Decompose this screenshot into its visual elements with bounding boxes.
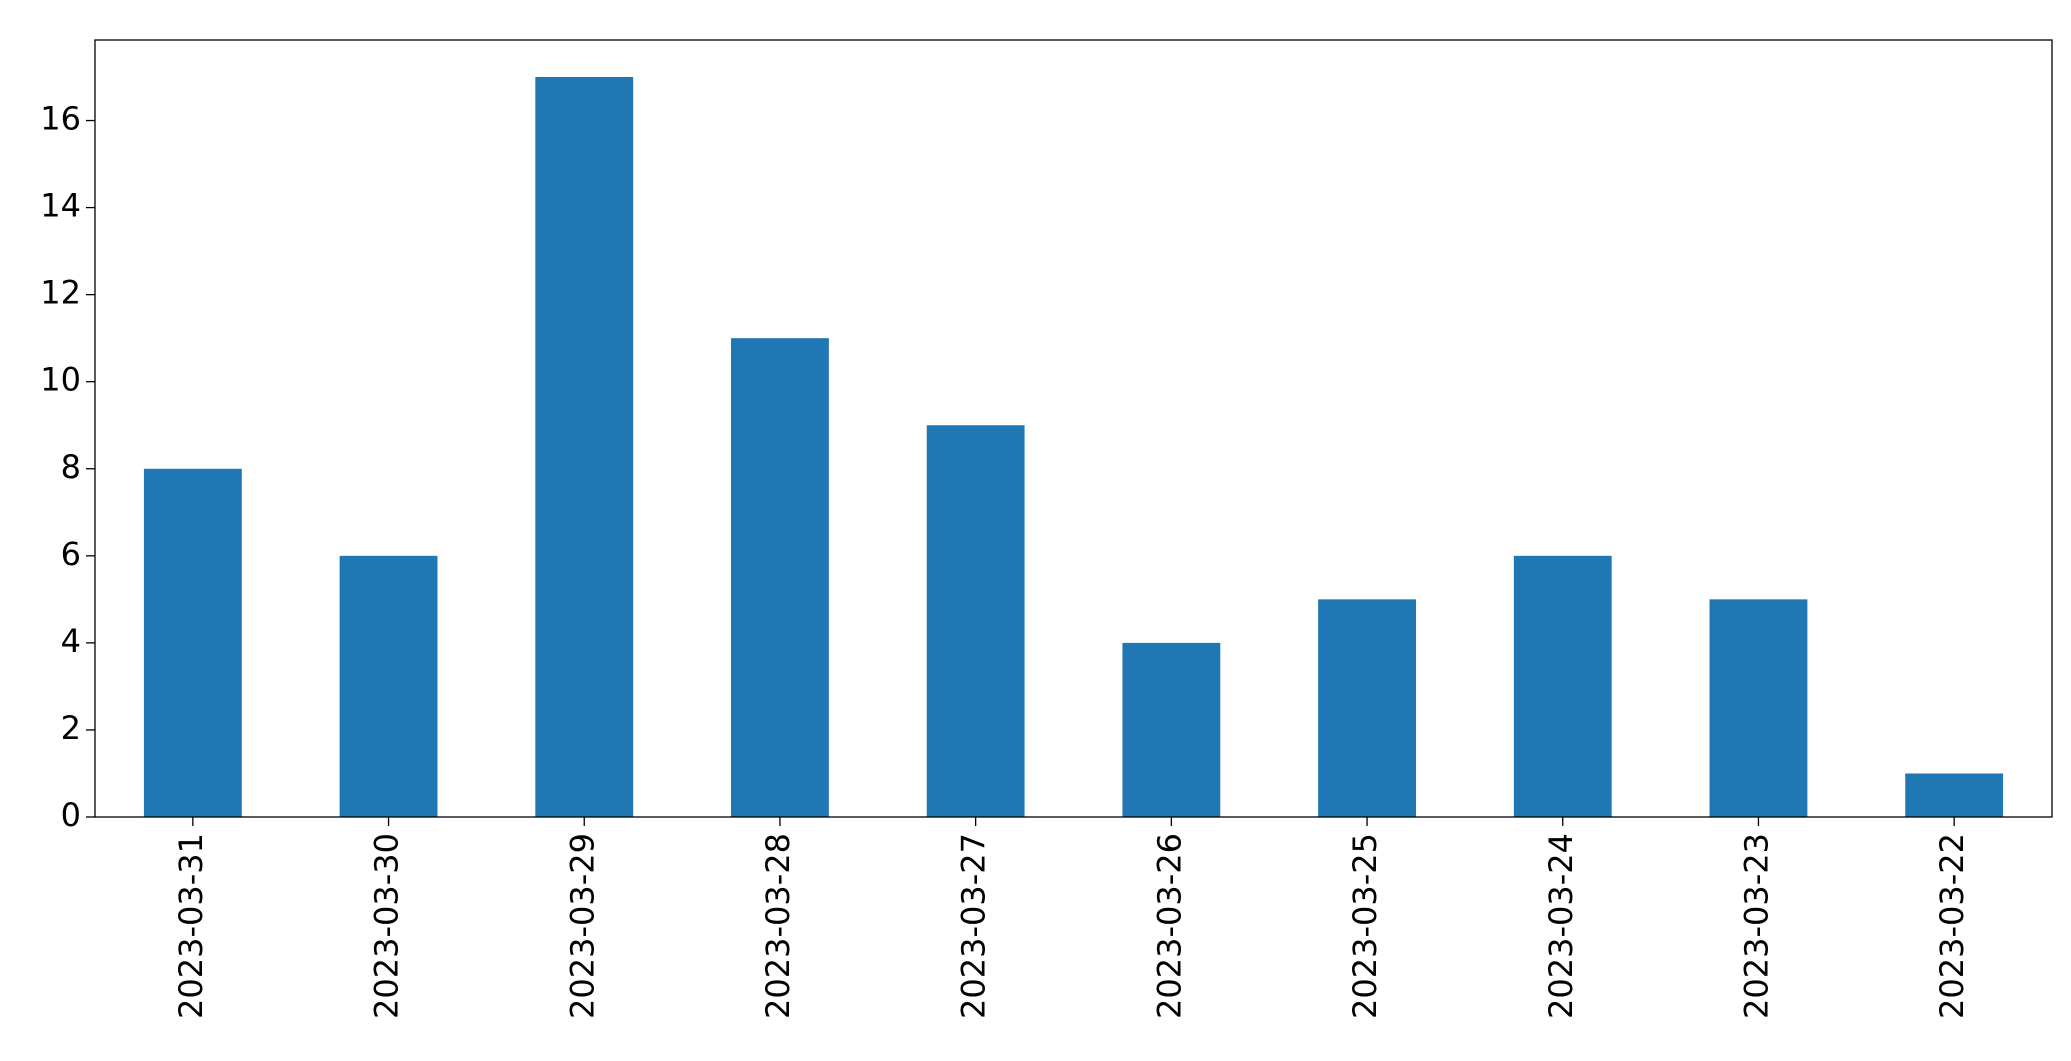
bar: [1318, 599, 1416, 817]
y-tick-label: 8: [61, 448, 81, 486]
x-tick-label: 2023-03-23: [1737, 833, 1775, 1019]
y-tick-label: 0: [61, 796, 81, 834]
bar: [1905, 773, 2004, 817]
y-tick-label: 4: [61, 622, 81, 660]
x-tick-label: 2023-03-29: [563, 833, 601, 1019]
y-tick-label: 16: [40, 100, 81, 138]
x-tick-label: 2023-03-31: [172, 833, 210, 1019]
x-tick-label: 2023-03-30: [368, 833, 406, 1019]
y-tick-label: 6: [61, 535, 81, 573]
x-tick-label: 2023-03-26: [1150, 833, 1188, 1019]
bar: [535, 77, 634, 817]
x-tick-label: 2023-03-27: [955, 833, 993, 1019]
bar: [1513, 555, 1612, 817]
x-tick-label: 2023-03-25: [1346, 833, 1384, 1019]
x-tick-label: 2023-03-24: [1542, 833, 1580, 1019]
x-tick-label: 2023-03-28: [759, 833, 797, 1019]
bar: [339, 555, 438, 817]
y-tick-label: 14: [40, 187, 81, 225]
y-tick-label: 10: [40, 361, 81, 399]
plot-frame: [94, 39, 2053, 818]
bar: [1709, 599, 1808, 817]
y-tick-label: 2: [61, 709, 81, 747]
bar: [1122, 642, 1221, 817]
x-tick-label: 2023-03-22: [1933, 833, 1971, 1019]
bar: [731, 338, 829, 817]
bar: [143, 468, 242, 817]
bar: [926, 425, 1025, 817]
y-tick-label: 12: [40, 274, 81, 312]
